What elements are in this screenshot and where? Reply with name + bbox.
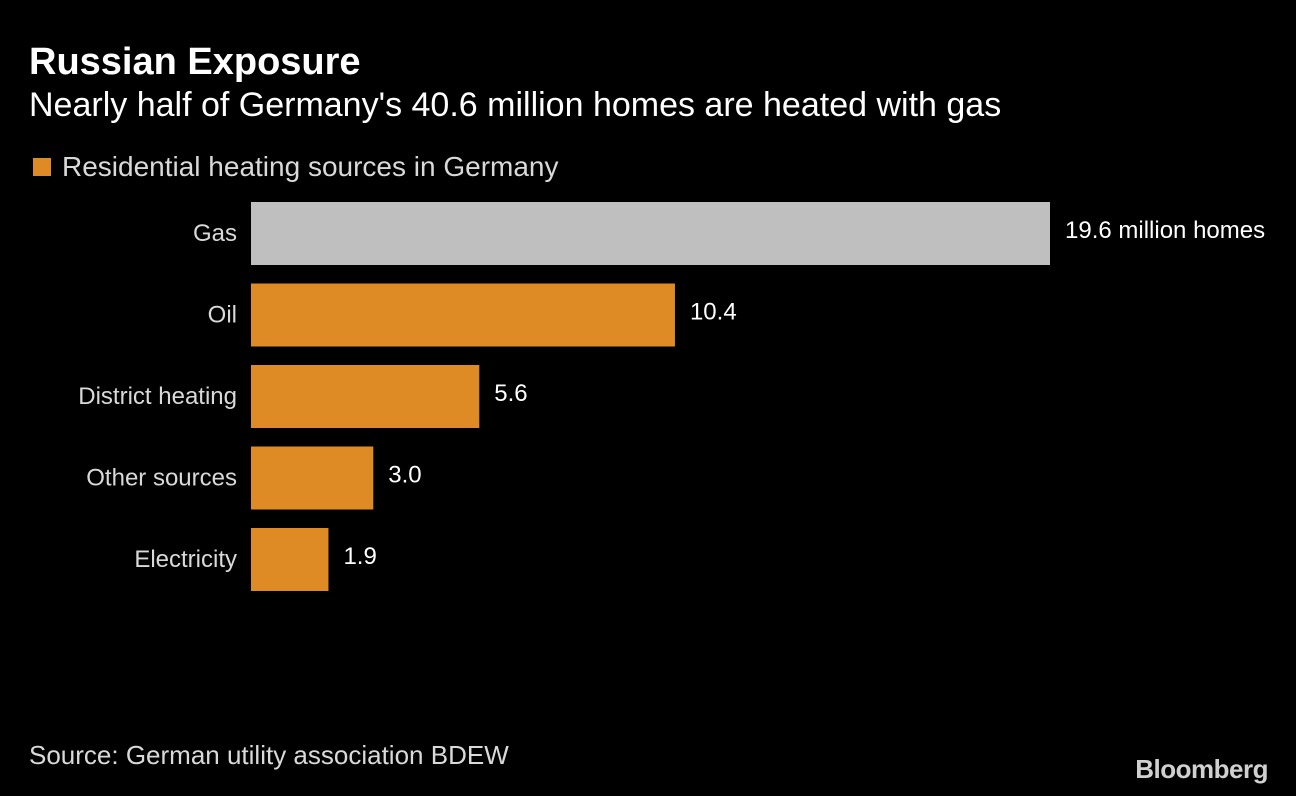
category-label-electricity: Electricity xyxy=(134,546,237,573)
value-label-oil: 10.4 xyxy=(690,299,737,326)
source-note: Source: German utility association BDEW xyxy=(29,740,509,770)
category-label-district-heating: District heating xyxy=(78,383,237,410)
bar-gas xyxy=(251,202,1050,265)
chart-subtitle: Nearly half of Germany's 40.6 million ho… xyxy=(29,86,1002,124)
category-label-gas: Gas xyxy=(193,220,237,247)
category-label-oil: Oil xyxy=(208,302,237,329)
category-label-other-sources: Other sources xyxy=(86,465,237,492)
legend: Residential heating sources in Germany xyxy=(33,150,558,184)
brand-logo: Bloomberg xyxy=(1135,754,1268,784)
bar-electricity xyxy=(251,528,329,591)
bar-district-heating xyxy=(251,365,480,428)
value-label-gas: 19.6 million homes xyxy=(1065,217,1265,244)
value-label-other-sources: 3.0 xyxy=(388,462,421,489)
bar-other-sources xyxy=(251,446,374,510)
legend-label: Residential heating sources in Germany xyxy=(62,151,559,182)
bar-oil xyxy=(251,283,675,347)
value-label-electricity: 1.9 xyxy=(343,543,376,570)
value-label-district-heating: 5.6 xyxy=(494,380,527,407)
legend-swatch xyxy=(33,158,51,176)
chart-title: Russian Exposure xyxy=(29,41,361,83)
